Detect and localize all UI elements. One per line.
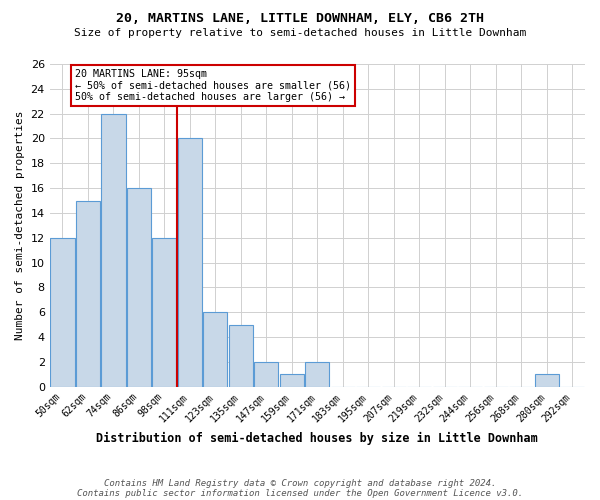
Y-axis label: Number of semi-detached properties: Number of semi-detached properties xyxy=(15,110,25,340)
Text: Contains HM Land Registry data © Crown copyright and database right 2024.: Contains HM Land Registry data © Crown c… xyxy=(104,478,496,488)
Text: Contains public sector information licensed under the Open Government Licence v3: Contains public sector information licen… xyxy=(77,488,523,498)
Text: 20 MARTINS LANE: 95sqm
← 50% of semi-detached houses are smaller (56)
50% of sem: 20 MARTINS LANE: 95sqm ← 50% of semi-det… xyxy=(75,69,351,102)
Bar xyxy=(127,188,151,386)
Bar xyxy=(76,200,100,386)
Bar xyxy=(280,374,304,386)
Bar xyxy=(178,138,202,386)
Bar xyxy=(305,362,329,386)
Bar xyxy=(101,114,125,386)
Text: 20, MARTINS LANE, LITTLE DOWNHAM, ELY, CB6 2TH: 20, MARTINS LANE, LITTLE DOWNHAM, ELY, C… xyxy=(116,12,484,26)
X-axis label: Distribution of semi-detached houses by size in Little Downham: Distribution of semi-detached houses by … xyxy=(97,432,538,445)
Bar xyxy=(50,238,74,386)
Bar xyxy=(229,324,253,386)
Bar xyxy=(152,238,176,386)
Bar xyxy=(254,362,278,386)
Bar xyxy=(203,312,227,386)
Bar xyxy=(535,374,559,386)
Text: Size of property relative to semi-detached houses in Little Downham: Size of property relative to semi-detach… xyxy=(74,28,526,38)
